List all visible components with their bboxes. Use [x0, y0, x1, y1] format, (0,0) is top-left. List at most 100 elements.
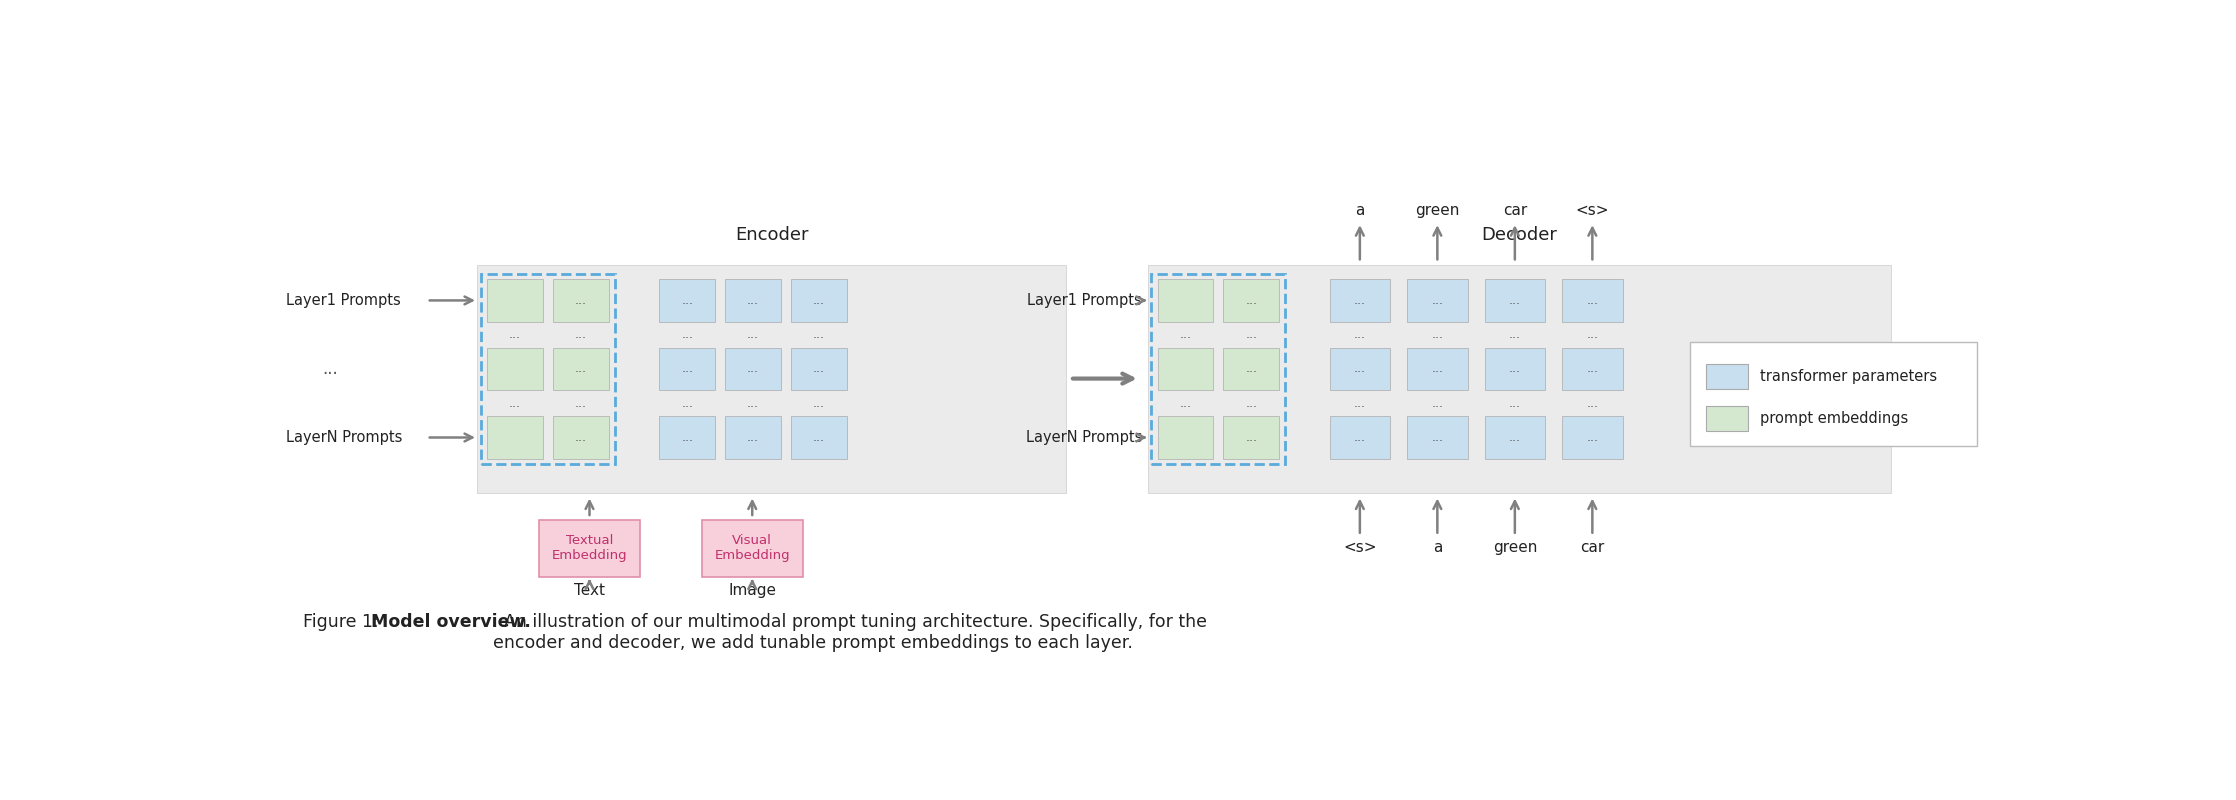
Text: ...: ...	[1585, 431, 1599, 444]
Text: ...: ...	[1245, 397, 1257, 410]
Text: ...: ...	[1178, 328, 1192, 341]
Text: ...: ...	[747, 328, 758, 341]
Text: Encoder: Encoder	[736, 226, 809, 244]
FancyBboxPatch shape	[792, 279, 847, 322]
FancyBboxPatch shape	[487, 416, 543, 458]
Text: An illustration of our multimodal prompt tuning architecture. Specifically, for : An illustration of our multimodal prompt…	[492, 614, 1207, 652]
Text: ...: ...	[1353, 294, 1366, 307]
Text: ...: ...	[747, 397, 758, 410]
FancyBboxPatch shape	[724, 416, 780, 458]
Text: ...: ...	[575, 362, 588, 375]
Text: ...: ...	[1509, 397, 1520, 410]
Text: Textual
Embedding: Textual Embedding	[552, 534, 628, 562]
FancyBboxPatch shape	[1158, 416, 1214, 458]
FancyBboxPatch shape	[487, 348, 543, 390]
Text: ...: ...	[510, 328, 521, 341]
Text: ...: ...	[747, 431, 758, 444]
Text: ...: ...	[814, 362, 825, 375]
FancyBboxPatch shape	[724, 348, 780, 390]
Text: ...: ...	[682, 362, 693, 375]
Text: ...: ...	[1509, 362, 1520, 375]
Text: ...: ...	[1509, 328, 1520, 341]
FancyBboxPatch shape	[1485, 279, 1545, 322]
Text: ...: ...	[1509, 294, 1520, 307]
Text: car: car	[1581, 540, 1605, 555]
Text: ...: ...	[682, 294, 693, 307]
FancyBboxPatch shape	[702, 519, 803, 578]
Text: ...: ...	[1585, 362, 1599, 375]
Text: <s>: <s>	[1576, 202, 1610, 218]
Text: ...: ...	[1245, 294, 1257, 307]
Text: ...: ...	[1353, 328, 1366, 341]
FancyBboxPatch shape	[552, 416, 608, 458]
Text: car: car	[1503, 202, 1527, 218]
Text: ...: ...	[682, 328, 693, 341]
Text: green: green	[1494, 540, 1536, 555]
Text: Figure 1:: Figure 1:	[302, 614, 385, 631]
Text: ...: ...	[1585, 397, 1599, 410]
FancyBboxPatch shape	[792, 348, 847, 390]
Text: ...: ...	[1509, 431, 1520, 444]
Text: Decoder: Decoder	[1482, 226, 1558, 244]
Text: Text: Text	[575, 583, 606, 598]
FancyBboxPatch shape	[1223, 279, 1279, 322]
Text: ...: ...	[575, 328, 588, 341]
FancyBboxPatch shape	[1158, 348, 1214, 390]
FancyBboxPatch shape	[1706, 406, 1749, 431]
Text: ...: ...	[747, 294, 758, 307]
Text: Layer1 Prompts: Layer1 Prompts	[1026, 293, 1143, 308]
Text: ...: ...	[682, 431, 693, 444]
Text: ...: ...	[747, 362, 758, 375]
Text: ...: ...	[1353, 431, 1366, 444]
Text: prompt embeddings: prompt embeddings	[1760, 411, 1907, 426]
FancyBboxPatch shape	[1690, 342, 1977, 446]
FancyBboxPatch shape	[724, 279, 780, 322]
Text: ...: ...	[1245, 431, 1257, 444]
FancyBboxPatch shape	[476, 266, 1067, 493]
Text: ...: ...	[575, 397, 588, 410]
FancyBboxPatch shape	[552, 348, 608, 390]
FancyBboxPatch shape	[1563, 348, 1623, 390]
Text: ...: ...	[1431, 328, 1444, 341]
FancyBboxPatch shape	[1406, 279, 1467, 322]
Text: ...: ...	[1585, 294, 1599, 307]
FancyBboxPatch shape	[660, 348, 716, 390]
Text: ...: ...	[1431, 397, 1444, 410]
Text: LayerN Prompts: LayerN Prompts	[286, 430, 402, 445]
Text: ...: ...	[1431, 294, 1444, 307]
FancyBboxPatch shape	[1330, 416, 1391, 458]
Text: Model overview.: Model overview.	[371, 614, 530, 631]
Text: ...: ...	[1585, 328, 1599, 341]
Text: <s>: <s>	[1344, 540, 1377, 555]
FancyBboxPatch shape	[1147, 266, 1892, 493]
FancyBboxPatch shape	[1223, 416, 1279, 458]
FancyBboxPatch shape	[1223, 348, 1279, 390]
Text: ...: ...	[575, 431, 588, 444]
Text: ...: ...	[1178, 397, 1192, 410]
FancyBboxPatch shape	[792, 416, 847, 458]
Text: ...: ...	[1353, 362, 1366, 375]
Text: ...: ...	[682, 397, 693, 410]
Text: ...: ...	[814, 397, 825, 410]
Text: ...: ...	[1245, 362, 1257, 375]
Text: ...: ...	[575, 294, 588, 307]
Text: ...: ...	[1245, 328, 1257, 341]
Text: a: a	[1355, 202, 1364, 218]
Text: ...: ...	[814, 328, 825, 341]
Text: a: a	[1433, 540, 1442, 555]
FancyBboxPatch shape	[1706, 364, 1749, 389]
Text: ...: ...	[322, 360, 338, 378]
Text: ...: ...	[814, 294, 825, 307]
FancyBboxPatch shape	[1563, 416, 1623, 458]
FancyBboxPatch shape	[660, 279, 716, 322]
Text: ...: ...	[1431, 362, 1444, 375]
Text: green: green	[1415, 202, 1460, 218]
Text: Visual
Embedding: Visual Embedding	[716, 534, 789, 562]
Text: ...: ...	[1353, 397, 1366, 410]
FancyBboxPatch shape	[552, 279, 608, 322]
FancyBboxPatch shape	[1406, 416, 1467, 458]
Text: Layer1 Prompts: Layer1 Prompts	[286, 293, 400, 308]
FancyBboxPatch shape	[1158, 279, 1214, 322]
Text: ...: ...	[1431, 431, 1444, 444]
Text: ...: ...	[814, 431, 825, 444]
